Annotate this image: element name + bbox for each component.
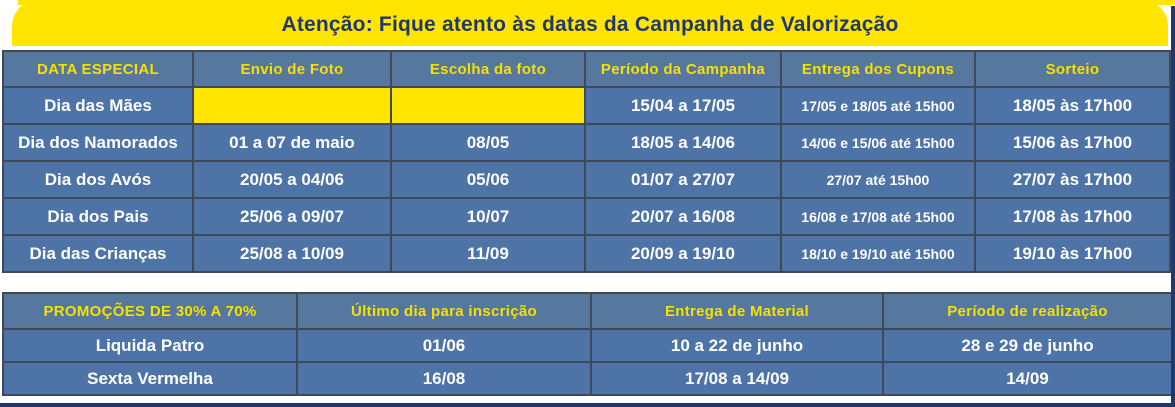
table-cell: Dia das Crianças <box>2 234 194 273</box>
table-cell: 18/10 e 19/10 até 15h00 <box>779 234 976 273</box>
table-cell: 14/06 e 15/06 até 15h00 <box>779 123 976 162</box>
column-header: DATA ESPECIAL <box>2 50 194 88</box>
table-cell: 10 a 22 de junho <box>590 328 884 363</box>
campaign-table-header-row: DATA ESPECIAL Envio de Foto Escolha da fot… <box>2 50 1172 88</box>
table-cell: 08/05 <box>389 123 586 162</box>
column-header: PROMOÇÕES DE 30% A 70% <box>2 292 298 330</box>
table-cell: Dia dos Pais <box>2 197 194 236</box>
promotions-table-header-row: PROMOÇÕES DE 30% A 70% Último dia para in… <box>2 292 1173 330</box>
table-cell: 10/07 <box>389 197 586 236</box>
table-cell: 15/04 a 17/05 <box>583 86 782 125</box>
table-cell: 01/06 <box>296 328 592 363</box>
table-cell: 25/08 a 10/09 <box>191 234 392 273</box>
table-cell: 05/06 <box>389 160 586 199</box>
table-cell: 20/05 a 04/06 <box>191 160 392 199</box>
table-cell: 01 a 07 de maio <box>191 123 392 162</box>
column-header: Envio de Foto <box>191 50 392 88</box>
table-cell: Sexta Vermelha <box>2 361 298 396</box>
table-cell: Dia dos Namorados <box>2 123 194 162</box>
table-cell <box>389 86 586 125</box>
table-cell: Dia dos Avós <box>2 160 194 199</box>
table-cell: 15/06 às 17h00 <box>973 123 1172 162</box>
right-edge-navy-strip <box>1171 6 1175 407</box>
table-cell: 25/06 a 09/07 <box>191 197 392 236</box>
table-cell: 18/05 a 14/06 <box>583 123 782 162</box>
table-cell: 27/07 até 15h00 <box>779 160 976 199</box>
column-header: Escolha da foto <box>389 50 586 88</box>
table-cell: 19/10 às 17h00 <box>973 234 1172 273</box>
banner-title: Atenção: Fique atento às datas da Campan… <box>281 13 899 36</box>
table-row: Liquida Patro 01/06 10 a 22 de junho 28 e 2… <box>2 328 1173 363</box>
table-row: Dia dos Namorados 01 a 07 de maio 08/05 18/… <box>2 123 1172 162</box>
table-row: Dia das Crianças 25/08 a 10/09 11/09 20/09 … <box>2 234 1172 273</box>
table-cell: 17/08 a 14/09 <box>590 361 884 396</box>
table-cell: Dia das Mães <box>2 86 194 125</box>
table-cell: Liquida Patro <box>2 328 298 363</box>
promotions-table: PROMOÇÕES DE 30% A 70% Último dia para in… <box>2 292 1173 396</box>
table-cell: 16/08 e 17/08 até 15h00 <box>779 197 976 236</box>
table-cell: 01/07 a 27/07 <box>583 160 782 199</box>
table-cell: 20/07 a 16/08 <box>583 197 782 236</box>
table-cell: 18/05 às 17h00 <box>973 86 1172 125</box>
campaign-dates-table: DATA ESPECIAL Envio de Foto Escolha da fot… <box>2 50 1172 273</box>
attention-banner: Atenção: Fique atento às datas da Campan… <box>12 0 1168 46</box>
column-header: Sorteio <box>973 50 1172 88</box>
column-header: Período de realização <box>882 292 1173 330</box>
table-cell: 16/08 <box>296 361 592 396</box>
table-row: Dia dos Avós 20/05 a 04/06 05/06 01/07 a 27… <box>2 160 1172 199</box>
column-header: Entrega de Material <box>590 292 884 330</box>
table-cell: 17/08 às 17h00 <box>973 197 1172 236</box>
column-header: Entrega dos Cupons <box>779 50 976 88</box>
table-cell <box>191 86 392 125</box>
table-cell: 27/07 às 17h00 <box>973 160 1172 199</box>
table-row: Dia dos Pais 25/06 a 09/07 10/07 20/07 a 16… <box>2 197 1172 236</box>
table-cell: 20/09 a 19/10 <box>583 234 782 273</box>
table-cell: 17/05 e 18/05 até 15h00 <box>779 86 976 125</box>
column-header: Último dia para inscrição <box>296 292 592 330</box>
table-cell: 28 e 29 de junho <box>882 328 1173 363</box>
table-row: Dia das Mães 15/04 a 17/05 17/05 e 18/05 a… <box>2 86 1172 125</box>
table-cell: 14/09 <box>882 361 1173 396</box>
column-header: Período da Campanha <box>583 50 782 88</box>
bottom-edge-navy-strip <box>0 403 1175 407</box>
table-row: Sexta Vermelha 16/08 17/08 a 14/09 14/09 <box>2 361 1173 396</box>
table-cell: 11/09 <box>389 234 586 273</box>
